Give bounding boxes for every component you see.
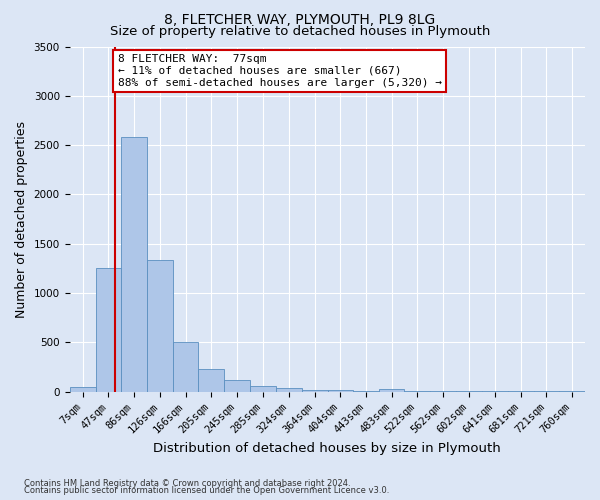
Text: Size of property relative to detached houses in Plymouth: Size of property relative to detached ho… <box>110 25 490 38</box>
Bar <box>250 386 275 392</box>
Bar <box>198 368 224 392</box>
Text: 8 FLETCHER WAY:  77sqm
← 11% of detached houses are smaller (667)
88% of semi-de: 8 FLETCHER WAY: 77sqm ← 11% of detached … <box>118 54 442 88</box>
Y-axis label: Number of detached properties: Number of detached properties <box>15 120 28 318</box>
Bar <box>173 342 198 392</box>
Bar <box>379 390 404 392</box>
Text: Contains HM Land Registry data © Crown copyright and database right 2024.: Contains HM Land Registry data © Crown c… <box>24 478 350 488</box>
Bar <box>224 380 250 392</box>
Bar <box>275 388 302 392</box>
Bar <box>147 260 173 392</box>
Text: Contains public sector information licensed under the Open Government Licence v3: Contains public sector information licen… <box>24 486 389 495</box>
Bar <box>95 268 121 392</box>
Text: 8, FLETCHER WAY, PLYMOUTH, PL9 8LG: 8, FLETCHER WAY, PLYMOUTH, PL9 8LG <box>164 12 436 26</box>
Bar <box>353 391 379 392</box>
X-axis label: Distribution of detached houses by size in Plymouth: Distribution of detached houses by size … <box>154 442 501 455</box>
Bar <box>70 387 95 392</box>
Bar <box>302 390 328 392</box>
Bar <box>121 138 147 392</box>
Bar <box>328 390 353 392</box>
